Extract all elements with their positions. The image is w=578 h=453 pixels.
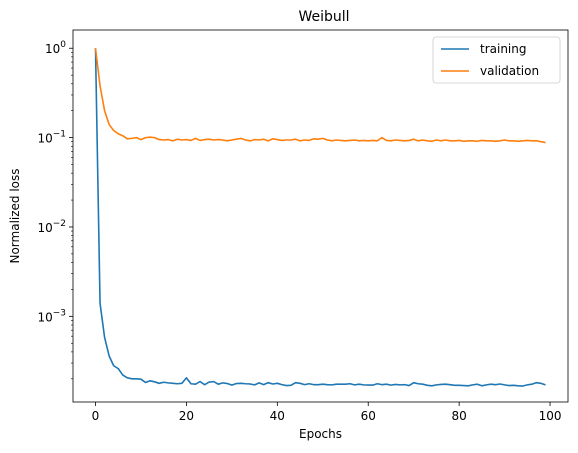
- x-tick-label: 0: [92, 409, 100, 423]
- axes-frame: [72, 29, 569, 403]
- series-line-validation: [94, 48, 546, 144]
- y-axis-label: Normalized loss: [8, 168, 22, 263]
- legend-label-validation: validation: [480, 64, 539, 78]
- x-tick-label: 40: [270, 409, 285, 423]
- x-axis-label: Epochs: [299, 427, 342, 441]
- legend: training validation: [432, 36, 561, 84]
- x-tick-label: 100: [539, 409, 562, 423]
- y-tick-label: 100: [45, 40, 66, 56]
- series-line-training: [94, 48, 546, 387]
- x-tick-label: 60: [361, 409, 376, 423]
- y-tick-label: 10−1: [37, 130, 66, 146]
- x-tick-label: 20: [179, 409, 194, 423]
- y-tick-label: 10−3: [37, 308, 66, 324]
- chart-title: Weibull: [298, 9, 349, 25]
- legend-label-training: training: [480, 42, 527, 56]
- y-tick-label: 10−2: [37, 219, 66, 235]
- x-tick-label: 80: [451, 409, 466, 423]
